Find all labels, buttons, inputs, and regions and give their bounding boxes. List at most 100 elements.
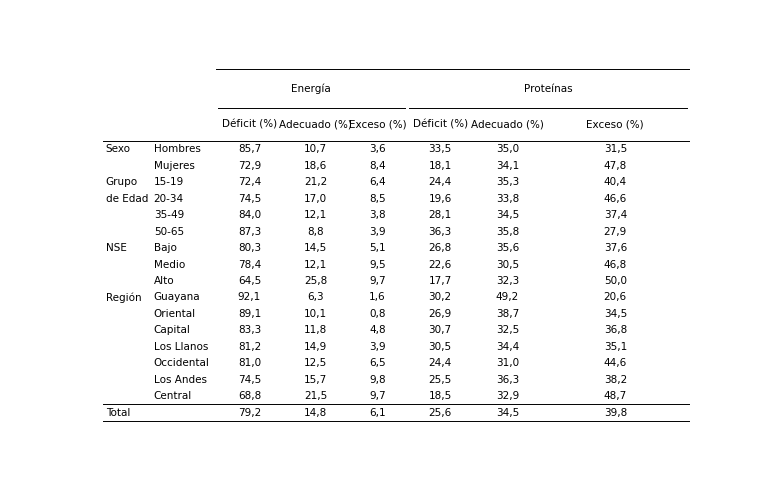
- Text: 68,8: 68,8: [238, 391, 261, 401]
- Text: 28,1: 28,1: [428, 210, 451, 220]
- Text: 10,7: 10,7: [304, 145, 327, 154]
- Text: 38,7: 38,7: [496, 309, 519, 319]
- Text: 35,3: 35,3: [496, 177, 519, 187]
- Text: 14,9: 14,9: [304, 342, 328, 352]
- Text: 32,3: 32,3: [496, 276, 519, 286]
- Text: 0,8: 0,8: [369, 309, 386, 319]
- Text: 6,3: 6,3: [308, 293, 324, 302]
- Text: NSE: NSE: [105, 243, 127, 253]
- Text: 30,2: 30,2: [428, 293, 451, 302]
- Text: 12,1: 12,1: [304, 210, 328, 220]
- Text: 34,5: 34,5: [604, 309, 627, 319]
- Text: 35,8: 35,8: [496, 227, 519, 237]
- Text: 85,7: 85,7: [238, 145, 261, 154]
- Text: Sexo: Sexo: [105, 145, 131, 154]
- Text: 8,8: 8,8: [308, 227, 324, 237]
- Text: 30,7: 30,7: [428, 325, 451, 335]
- Text: 37,6: 37,6: [604, 243, 627, 253]
- Text: 36,3: 36,3: [428, 227, 451, 237]
- Text: 4,8: 4,8: [369, 325, 386, 335]
- Text: Adecuado (%): Adecuado (%): [471, 120, 544, 130]
- Text: 17,0: 17,0: [304, 194, 327, 204]
- Text: Región: Región: [105, 292, 141, 303]
- Text: 26,9: 26,9: [428, 309, 451, 319]
- Text: Déficit (%): Déficit (%): [413, 120, 468, 130]
- Text: 44,6: 44,6: [604, 358, 627, 368]
- Text: 15-19: 15-19: [154, 177, 184, 187]
- Text: Déficit (%): Déficit (%): [222, 120, 277, 130]
- Text: 6,1: 6,1: [369, 408, 386, 418]
- Text: 74,5: 74,5: [238, 194, 261, 204]
- Text: 5,1: 5,1: [369, 243, 386, 253]
- Text: 32,9: 32,9: [496, 391, 519, 401]
- Text: 26,8: 26,8: [428, 243, 451, 253]
- Text: 20,6: 20,6: [604, 293, 627, 302]
- Text: 15,7: 15,7: [304, 375, 328, 385]
- Text: 87,3: 87,3: [238, 227, 261, 237]
- Text: 10,1: 10,1: [304, 309, 327, 319]
- Text: 33,5: 33,5: [428, 145, 451, 154]
- Text: 3,9: 3,9: [369, 227, 386, 237]
- Text: 9,8: 9,8: [369, 375, 386, 385]
- Text: 35,6: 35,6: [496, 243, 519, 253]
- Text: 31,0: 31,0: [496, 358, 519, 368]
- Text: 48,7: 48,7: [604, 391, 627, 401]
- Text: 31,5: 31,5: [604, 145, 627, 154]
- Text: Hombres: Hombres: [154, 145, 201, 154]
- Text: Grupo: Grupo: [105, 177, 138, 187]
- Text: 25,6: 25,6: [428, 408, 451, 418]
- Text: 9,7: 9,7: [369, 391, 386, 401]
- Text: 3,6: 3,6: [369, 145, 386, 154]
- Text: 38,2: 38,2: [604, 375, 627, 385]
- Text: 33,8: 33,8: [496, 194, 519, 204]
- Text: 24,4: 24,4: [428, 177, 451, 187]
- Text: 39,8: 39,8: [604, 408, 627, 418]
- Text: 21,2: 21,2: [304, 177, 328, 187]
- Text: 1,6: 1,6: [369, 293, 386, 302]
- Text: 49,2: 49,2: [496, 293, 519, 302]
- Text: 3,9: 3,9: [369, 342, 386, 352]
- Text: Guayana: Guayana: [154, 293, 201, 302]
- Text: 27,9: 27,9: [604, 227, 627, 237]
- Text: 89,1: 89,1: [238, 309, 261, 319]
- Text: 24,4: 24,4: [428, 358, 451, 368]
- Text: 92,1: 92,1: [238, 293, 261, 302]
- Text: 35-49: 35-49: [154, 210, 184, 220]
- Text: 6,4: 6,4: [369, 177, 386, 187]
- Text: Energía: Energía: [291, 83, 331, 94]
- Text: 30,5: 30,5: [496, 260, 519, 270]
- Text: Adecuado (%): Adecuado (%): [279, 120, 352, 130]
- Text: Mujeres: Mujeres: [154, 161, 195, 171]
- Text: 18,5: 18,5: [428, 391, 451, 401]
- Text: Medio: Medio: [154, 260, 185, 270]
- Text: 22,6: 22,6: [428, 260, 451, 270]
- Text: 83,3: 83,3: [238, 325, 261, 335]
- Text: 72,4: 72,4: [238, 177, 261, 187]
- Text: Bajo: Bajo: [154, 243, 177, 253]
- Text: 79,2: 79,2: [238, 408, 261, 418]
- Text: 78,4: 78,4: [238, 260, 261, 270]
- Text: Alto: Alto: [154, 276, 175, 286]
- Text: 18,1: 18,1: [428, 161, 451, 171]
- Text: 34,4: 34,4: [496, 342, 519, 352]
- Text: 3,8: 3,8: [369, 210, 386, 220]
- Text: Central: Central: [154, 391, 192, 401]
- Text: 20-34: 20-34: [154, 194, 184, 204]
- Text: 25,8: 25,8: [304, 276, 328, 286]
- Text: 34,5: 34,5: [496, 408, 519, 418]
- Text: 81,2: 81,2: [238, 342, 261, 352]
- Text: de Edad: de Edad: [105, 194, 148, 204]
- Text: 50-65: 50-65: [154, 227, 184, 237]
- Text: 32,5: 32,5: [496, 325, 519, 335]
- Text: 35,0: 35,0: [496, 145, 519, 154]
- Text: 34,1: 34,1: [496, 161, 519, 171]
- Text: 74,5: 74,5: [238, 375, 261, 385]
- Text: 72,9: 72,9: [238, 161, 261, 171]
- Text: 84,0: 84,0: [238, 210, 261, 220]
- Text: 12,5: 12,5: [304, 358, 328, 368]
- Text: 46,8: 46,8: [604, 260, 627, 270]
- Text: 19,6: 19,6: [428, 194, 451, 204]
- Text: 9,7: 9,7: [369, 276, 386, 286]
- Text: Los Llanos: Los Llanos: [154, 342, 208, 352]
- Text: 30,5: 30,5: [428, 342, 451, 352]
